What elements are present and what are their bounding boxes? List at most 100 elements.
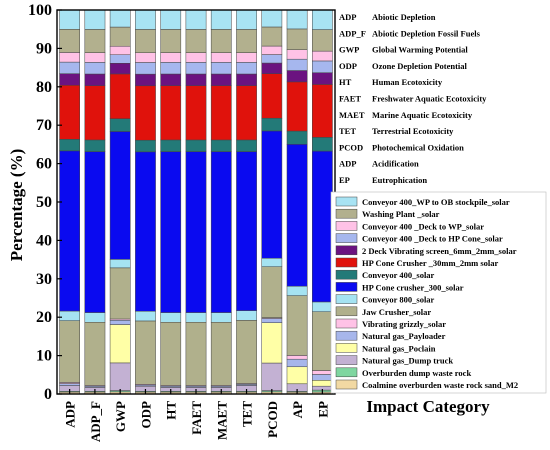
bar-segment-ap-13 <box>286 49 308 60</box>
legend-label: Conveyor 400_WP to OB stockpile_solar <box>362 197 510 207</box>
bar-segment-pcod-8 <box>261 130 283 259</box>
bar-segment-pcod-15 <box>261 9 283 28</box>
legend-label: Natural gas_Poclain <box>362 343 436 353</box>
abbr-key: PCOD <box>339 142 363 152</box>
bar-segment-odp-7 <box>135 310 156 322</box>
bar-segment-pcod-10 <box>261 73 283 119</box>
legend-label: Coalmine overburden waste rock sand_M2 <box>362 380 518 390</box>
bar-segment-adp-4 <box>59 383 80 386</box>
bar-segment-gwp-8 <box>109 131 131 260</box>
bar-segment-ht-9 <box>160 139 182 152</box>
bar-segment-pcod-6 <box>261 266 283 318</box>
bar-segment-ep-5 <box>312 370 333 375</box>
bar-segment-adp-f-7 <box>84 312 106 323</box>
bar-segment-pcod-9 <box>261 117 283 132</box>
bar-segment-pcod-2 <box>261 362 283 391</box>
legend-label: HP Cone crusher_300_solar <box>362 282 464 292</box>
abbr-key: EP <box>339 175 350 185</box>
abbreviation-key: ADP Abiotic Depletion ADP_F Abiotic Depleti… <box>339 12 487 185</box>
bar-segment-adp-f-9 <box>84 139 106 152</box>
bar-segment-gwp-9 <box>109 118 131 132</box>
bar-segment-gwp-15 <box>109 9 131 28</box>
bar-segment-pcod-7 <box>261 257 283 267</box>
bar-segment-ht-8 <box>160 151 182 313</box>
x-axis-label: Impact Category <box>366 397 490 416</box>
bar-segment-faet-10 <box>185 85 207 141</box>
abbr-key: HT <box>339 77 352 87</box>
bar-segment-adp-f-15 <box>84 9 106 30</box>
abbr-desc: Ozone Depletion Potential <box>372 61 468 71</box>
x-tick-label: ADP <box>63 401 78 428</box>
bar-segment-gwp-11 <box>109 63 131 75</box>
x-tick-label: FAET <box>189 401 204 435</box>
bar-segment-adp-f-14 <box>84 29 106 53</box>
bar-segment-ap-15 <box>286 9 308 30</box>
bar-segment-faet-14 <box>185 29 207 53</box>
bar-segment-ap-12 <box>286 58 308 71</box>
y-tick-label: 50 <box>36 194 52 211</box>
bar-segment-gwp-10 <box>109 73 131 119</box>
bar-segment-odp-12 <box>135 62 156 75</box>
legend-label: Washing Plant _solar <box>362 209 440 219</box>
bar-segment-ht-13 <box>160 52 182 63</box>
bar-segment-tet-14 <box>236 29 257 53</box>
bar-segment-odp-10 <box>135 85 156 141</box>
bar-segment-ap-9 <box>286 130 308 145</box>
bar-segment-ht-14 <box>160 29 182 53</box>
bar-segment-faet-15 <box>185 9 207 30</box>
legend: Conveyor 400_WP to OB stockpile_solar Was… <box>330 191 547 394</box>
bar-segment-odp-6 <box>135 320 156 385</box>
bar-segment-tet-12 <box>236 62 257 75</box>
bar-segment-maet-11 <box>210 73 232 86</box>
bar-segment-gwp-13 <box>109 45 131 55</box>
bar-segment-adp-6 <box>59 320 80 383</box>
x-tick-label: ODP <box>139 401 154 429</box>
bar-segment-faet-9 <box>185 139 207 152</box>
bar-segment-adp-10 <box>59 85 80 140</box>
legend-swatch <box>335 330 358 341</box>
bar-segment-ep-4 <box>312 374 333 381</box>
bar-segment-odp-8 <box>135 151 156 312</box>
x-tick-label: MAET <box>214 401 229 440</box>
bar-segment-ht-6 <box>160 321 182 386</box>
bar-segment-adp-9 <box>59 139 80 152</box>
bar-segment-pcod-13 <box>261 45 283 55</box>
bar-segment-ep-7 <box>312 301 333 312</box>
bar-segment-pcod-3 <box>261 322 283 364</box>
bar-segment-gwp-7 <box>109 259 131 269</box>
bar-segment-adp-f-10 <box>84 85 106 141</box>
legend-swatch <box>335 294 358 304</box>
bar-segment-tet-6 <box>236 320 257 384</box>
bar-segment-tet-10 <box>236 85 257 141</box>
bar-segment-adp-14 <box>59 29 80 53</box>
abbr-key: ODP <box>339 61 357 71</box>
y-tick-label: 80 <box>36 79 52 96</box>
legend-label: Conveyor 400 _Deck to HP Cone_solar <box>362 234 503 244</box>
legend-label: Overburden dump waste rock <box>362 368 471 378</box>
abbr-key: GWP <box>339 45 359 55</box>
bar-segment-ap-3 <box>286 366 308 385</box>
bar-segment-ht-15 <box>160 9 182 30</box>
x-tick-label: TET <box>240 401 255 427</box>
legend-swatch <box>335 343 358 353</box>
bar-segment-pcod-12 <box>261 54 283 64</box>
legend-swatch <box>335 269 358 280</box>
abbr-key: ADP <box>339 12 356 22</box>
legend-swatch <box>335 208 358 219</box>
x-tick-label: EP <box>315 401 330 418</box>
bar-segment-adp-12 <box>59 61 80 74</box>
legend-label: Natural gas_Dump truck <box>362 356 453 366</box>
bar-segment-maet-6 <box>210 321 232 386</box>
bar-segment-adp-f-11 <box>84 73 106 86</box>
bar-segment-faet-7 <box>185 312 207 323</box>
bar-segment-gwp-6 <box>109 267 131 320</box>
abbr-key: ADP <box>339 159 356 169</box>
bar-segment-tet-11 <box>236 73 257 86</box>
legend-label: Conveyor 400_solar <box>362 270 435 280</box>
bar-segment-odp-13 <box>135 52 156 63</box>
bar-segment-ep-8 <box>312 150 333 303</box>
abbr-desc: Photochemical Oxidation <box>372 142 464 152</box>
bar-segment-tet-15 <box>236 9 257 30</box>
y-tick-label: 30 <box>36 271 52 288</box>
bar-segment-maet-10 <box>210 85 232 141</box>
